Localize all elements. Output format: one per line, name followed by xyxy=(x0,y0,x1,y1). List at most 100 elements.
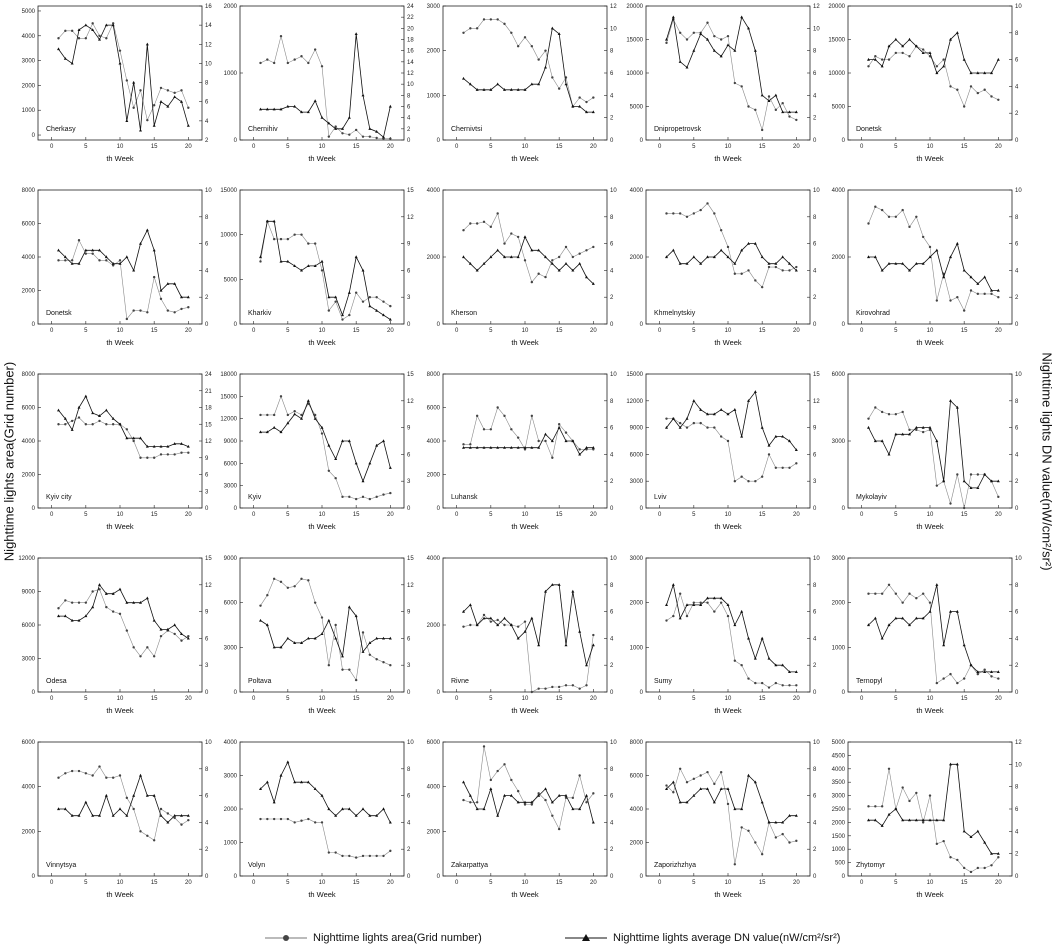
area-point xyxy=(187,306,190,309)
area-point xyxy=(70,601,74,604)
dn-point xyxy=(781,434,785,438)
area-point xyxy=(111,610,115,613)
dn-point xyxy=(475,88,479,91)
y-tick-label: 4000 xyxy=(832,188,846,194)
area-point xyxy=(320,65,324,68)
area-point xyxy=(928,601,932,604)
y2-tick-label: 2 xyxy=(1015,663,1019,669)
y2-tick-label: 12 xyxy=(407,583,414,589)
dn-point xyxy=(523,630,527,633)
area-point xyxy=(997,98,1000,102)
x-tick-label: 10 xyxy=(522,696,529,702)
dn-point xyxy=(969,663,973,667)
dn-point xyxy=(341,313,344,317)
y-tick-label: 4000 xyxy=(427,188,441,194)
panel-title: Kirovohrad xyxy=(856,310,890,317)
y2-tick-label: 4 xyxy=(813,268,817,274)
x-tick-label: 20 xyxy=(590,880,597,886)
area-point xyxy=(307,61,310,65)
area-series-line xyxy=(666,202,797,288)
area-point xyxy=(571,684,575,687)
x-tick-label: 10 xyxy=(927,880,934,886)
area-point xyxy=(300,577,303,581)
area-point xyxy=(57,607,60,610)
area-point xyxy=(949,856,952,859)
area-point xyxy=(894,215,898,218)
y-tick-label: 2000 xyxy=(22,473,36,479)
dn-point xyxy=(259,787,262,790)
dn-point xyxy=(272,645,276,649)
area-point xyxy=(125,428,129,431)
dn-point xyxy=(671,15,675,19)
dn-point xyxy=(70,814,74,817)
dn-point xyxy=(84,614,88,618)
area-point xyxy=(678,421,682,425)
area-point xyxy=(962,866,966,870)
area-point xyxy=(976,91,980,95)
area-point xyxy=(368,497,372,501)
x-tick-label: 20 xyxy=(793,328,800,334)
area-point xyxy=(774,681,778,685)
area-point xyxy=(132,646,135,649)
x-tick-label: 15 xyxy=(151,328,158,334)
area-point xyxy=(672,212,675,215)
area-point xyxy=(564,245,568,249)
x-tick-label: 20 xyxy=(185,512,192,518)
dn-point xyxy=(91,605,95,609)
y2-tick-label: 8 xyxy=(813,49,817,55)
area-point xyxy=(874,205,877,208)
area-point xyxy=(469,443,472,446)
y-tick-label: 20000 xyxy=(626,4,643,10)
dn-point xyxy=(671,780,675,784)
dn-point xyxy=(139,600,142,604)
y-tick-label: 1500 xyxy=(832,834,846,840)
dn-point xyxy=(887,812,891,816)
plot-frame xyxy=(239,5,405,141)
dn-point xyxy=(63,255,67,259)
dn-point xyxy=(320,259,324,263)
dn-point xyxy=(523,446,527,449)
area-point xyxy=(180,89,183,92)
dn-point xyxy=(516,800,520,804)
dn-point xyxy=(955,609,959,613)
x-tick-label: 10 xyxy=(117,880,124,886)
x-tick-label: 5 xyxy=(692,696,696,702)
y-tick-label: 0 xyxy=(234,138,238,144)
y2-tick-label: 10 xyxy=(1015,188,1022,194)
y-tick-label: 2000 xyxy=(832,601,846,607)
y2-tick-label: 16 xyxy=(407,49,414,55)
dn-point xyxy=(320,793,324,797)
area-point xyxy=(544,439,547,443)
y-tick-label: 2000 xyxy=(22,829,36,835)
y2-tick-label: 8 xyxy=(813,767,817,773)
dn-point xyxy=(867,57,870,61)
dn-point xyxy=(794,670,798,673)
dn-point xyxy=(180,100,183,103)
dn-point xyxy=(145,793,149,797)
y2-tick-label: 0 xyxy=(407,506,411,512)
y2-tick-label: 4 xyxy=(1015,268,1019,274)
dn-point xyxy=(104,255,108,259)
area-series-line xyxy=(58,766,189,841)
area-point xyxy=(726,802,730,806)
dn-point xyxy=(726,603,730,606)
y-tick-label: 0 xyxy=(437,874,441,880)
dn-point xyxy=(482,807,486,811)
x-tick-label: 15 xyxy=(961,696,968,702)
dn-series-line xyxy=(58,774,189,823)
x-tick-label: 5 xyxy=(84,328,88,334)
x-tick-label: 10 xyxy=(117,696,124,702)
x-axis-label: th Week xyxy=(714,338,742,347)
area-point xyxy=(286,817,290,821)
y-tick-label: 6000 xyxy=(427,740,441,746)
x-tick-label: 10 xyxy=(725,880,732,886)
dn-point xyxy=(84,23,88,27)
area-point xyxy=(962,105,966,108)
area-point xyxy=(266,58,269,61)
dn-point xyxy=(887,262,891,265)
area-point xyxy=(760,285,764,289)
dn-point xyxy=(949,762,952,766)
dn-point xyxy=(564,439,568,443)
x-tick-label: 0 xyxy=(658,328,662,334)
